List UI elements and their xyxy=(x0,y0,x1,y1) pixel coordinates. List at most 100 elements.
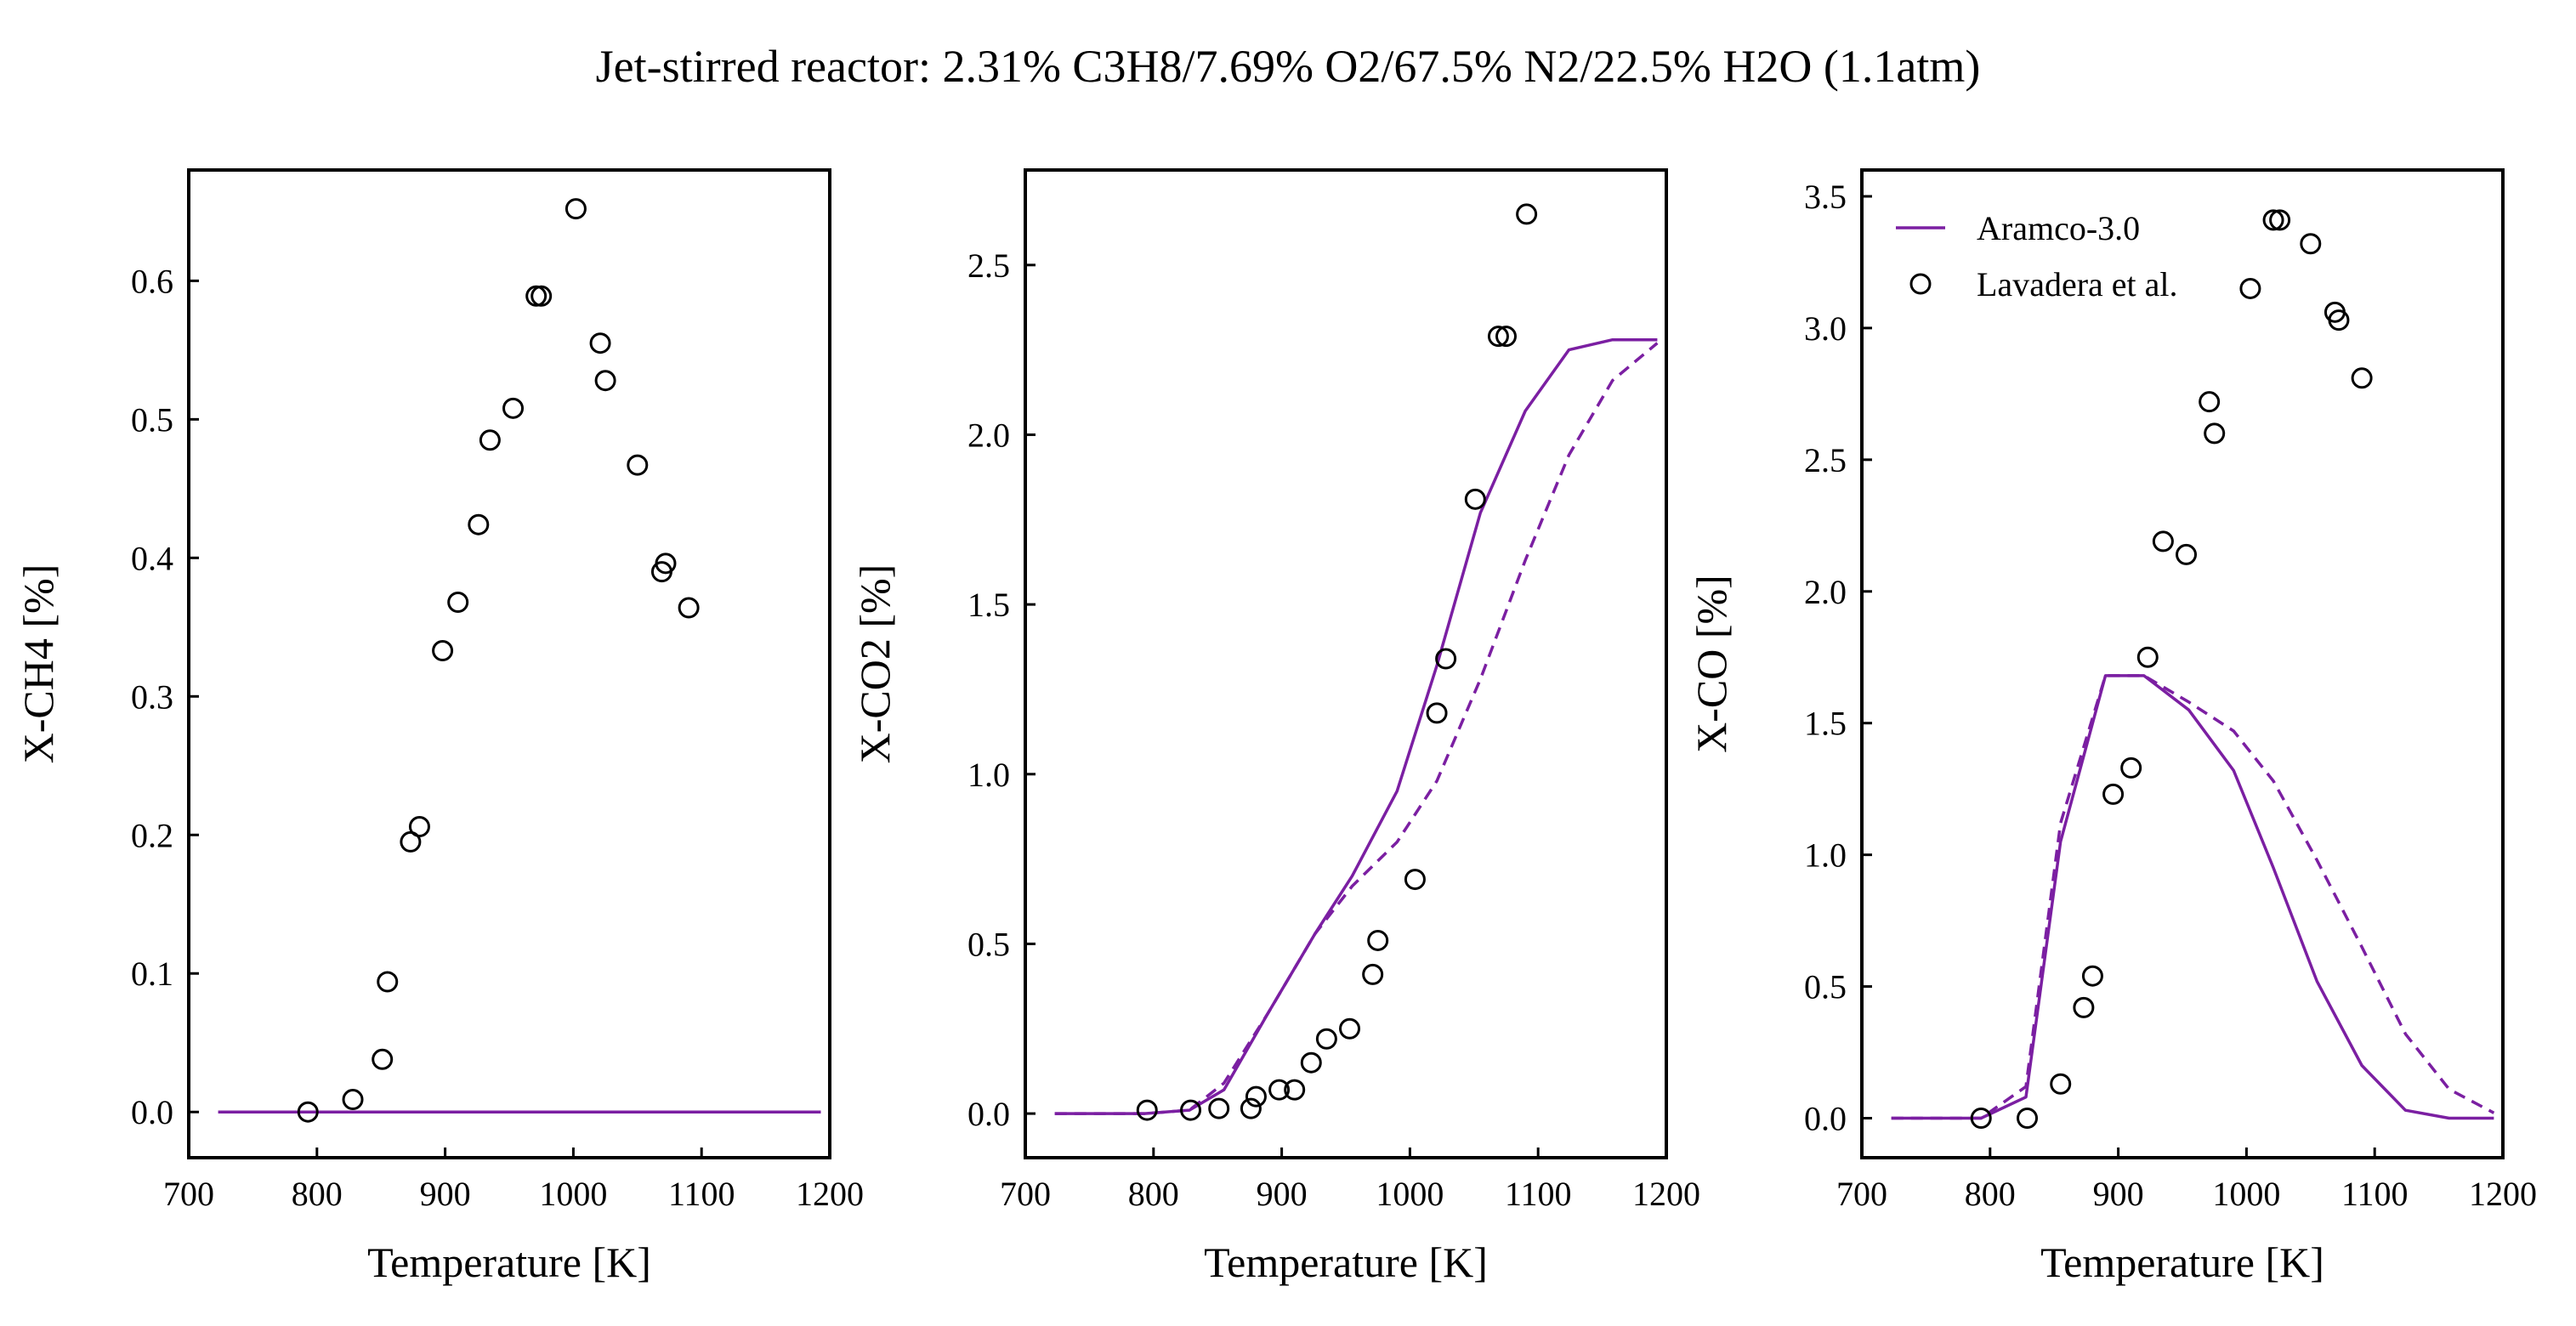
x-tick-label: 700 xyxy=(163,1175,214,1213)
data-point xyxy=(297,1101,319,1123)
chart-panel-1: 700 800 900 1000 1100 1200 0.0 0.1 0.2 0.3 0.4 0.5 0… xyxy=(14,168,864,1286)
y-tick-label: 2.5 xyxy=(967,246,1010,285)
data-point xyxy=(2176,543,2198,565)
data-point xyxy=(594,370,616,392)
y-tick-label: 3.0 xyxy=(1804,309,1847,348)
data-point xyxy=(400,830,422,853)
y-axis-label: X-CO [%] xyxy=(1688,575,1735,753)
y-tick-label: 1.5 xyxy=(1804,705,1847,743)
data-point xyxy=(1208,1097,1230,1119)
y-tick-label: 0.6 xyxy=(131,262,173,300)
data-point xyxy=(2239,277,2261,299)
data-point xyxy=(2017,1108,2039,1130)
legend-marker-swatch xyxy=(1909,273,1932,295)
x-tick-label: 1200 xyxy=(796,1175,864,1213)
y-tick-label: 0.0 xyxy=(967,1095,1010,1133)
data-point xyxy=(1315,1028,1337,1050)
data-point xyxy=(525,285,548,307)
data-point xyxy=(2136,646,2159,668)
data-point xyxy=(372,1048,394,1070)
data-point xyxy=(2262,209,2284,231)
data-point xyxy=(502,397,525,419)
x-tick-label: 1000 xyxy=(539,1175,607,1213)
data-point xyxy=(479,429,501,451)
data-point xyxy=(2204,422,2226,445)
data-point xyxy=(2152,530,2174,552)
x-tick-label: 800 xyxy=(1965,1175,2016,1213)
data-point xyxy=(1300,1051,1322,1074)
data-point xyxy=(1240,1097,1262,1119)
x-tick-label: 800 xyxy=(292,1175,343,1213)
y-tick-label: 0.0 xyxy=(1804,1100,1847,1138)
data-point xyxy=(2102,783,2125,805)
data-point xyxy=(1495,326,1517,348)
data-point xyxy=(589,332,611,354)
data-point xyxy=(1404,869,1426,891)
series-line-dashed xyxy=(1891,674,2495,1120)
data-point xyxy=(2351,367,2373,389)
y-tick-label: 2.0 xyxy=(967,416,1010,454)
y-tick-label: 0.3 xyxy=(131,677,173,716)
data-point xyxy=(1136,1099,1158,1121)
x-axis-label: Temperature [K] xyxy=(1204,1238,1488,1286)
data-point xyxy=(678,597,700,619)
y-axis-label: X-CO2 [%] xyxy=(851,564,899,764)
y-tick-label: 2.0 xyxy=(1804,573,1847,611)
data-point xyxy=(408,815,430,837)
series-line xyxy=(1054,337,1658,1115)
y-axis-label: X-CH4 [%] xyxy=(14,564,62,764)
data-point xyxy=(447,591,469,613)
data-point xyxy=(2269,209,2291,231)
data-point xyxy=(655,552,677,575)
data-point xyxy=(2328,309,2350,332)
series-line-dashed xyxy=(1054,342,1659,1115)
data-point xyxy=(1339,1017,1361,1040)
x-tick-label: 1000 xyxy=(1376,1175,1444,1213)
plot-frame xyxy=(1860,168,2505,1159)
data-point xyxy=(1245,1085,1267,1108)
x-tick-label: 900 xyxy=(1257,1175,1308,1213)
data-point xyxy=(2300,233,2322,255)
data-point xyxy=(1268,1079,1291,1101)
x-tick-label: 1000 xyxy=(2212,1175,2280,1213)
y-tick-label: 0.2 xyxy=(131,816,173,854)
data-point xyxy=(627,454,649,476)
x-tick-label: 1100 xyxy=(1505,1175,1572,1213)
chart-panel-2: 700 800 900 1000 1100 1200 0.0 0.5 1.0 1.5 2.0 2.5 T… xyxy=(851,168,1700,1286)
y-tick-label: 0.5 xyxy=(967,925,1010,963)
y-tick-label: 0.5 xyxy=(1804,968,1847,1006)
x-axis-label: Temperature [K] xyxy=(2040,1238,2324,1286)
data-point xyxy=(432,640,454,662)
data-point xyxy=(1362,963,1384,985)
x-tick-label: 1100 xyxy=(2341,1175,2409,1213)
x-tick-label: 1200 xyxy=(2469,1175,2537,1213)
data-point xyxy=(1970,1108,1992,1130)
data-point xyxy=(2050,1073,2072,1095)
data-point xyxy=(531,285,553,307)
data-point xyxy=(468,513,490,536)
y-tick-label: 0.1 xyxy=(131,955,173,993)
y-tick-label: 1.0 xyxy=(1804,836,1847,875)
data-point xyxy=(1367,929,1389,951)
plot-frame xyxy=(187,168,831,1159)
x-tick-label: 700 xyxy=(1000,1175,1051,1213)
data-point xyxy=(2199,391,2221,413)
data-point xyxy=(342,1089,364,1111)
legend-entry-model: Aramco-3.0 xyxy=(1977,209,2140,247)
x-tick-label: 1100 xyxy=(668,1175,735,1213)
x-tick-label: 700 xyxy=(1836,1175,1887,1213)
y-tick-label: 1.0 xyxy=(967,756,1010,794)
x-tick-label: 1200 xyxy=(1632,1175,1700,1213)
series-line xyxy=(1891,674,2494,1120)
x-axis-label: Temperature [K] xyxy=(367,1238,651,1286)
x-tick-label: 900 xyxy=(420,1175,471,1213)
y-tick-label: 2.5 xyxy=(1804,441,1847,479)
data-point xyxy=(2081,965,2103,987)
legend-entry-exp: Lavadera et al. xyxy=(1977,265,2178,303)
y-tick-label: 3.5 xyxy=(1804,178,1847,216)
y-tick-label: 0.0 xyxy=(131,1093,173,1131)
chart-panels: 700 800 900 1000 1100 1200 0.0 0.1 0.2 0.3 0.4 0.5 0… xyxy=(14,168,2537,1286)
data-point xyxy=(1284,1079,1306,1101)
x-tick-label: 900 xyxy=(2093,1175,2144,1213)
